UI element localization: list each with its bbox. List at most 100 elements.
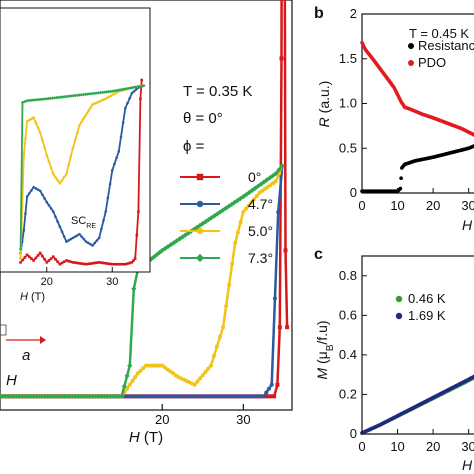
data-point-inset-7-3 <box>29 98 33 102</box>
data-point-inset-7-3 <box>79 93 84 97</box>
data-point-a-5-0 <box>200 373 205 378</box>
data-point-inset-4-7 <box>49 207 53 210</box>
data-point-a-0 <box>263 394 268 399</box>
data-point-inset-5-0 <box>62 175 66 179</box>
data-point-inset-7-3 <box>85 92 89 96</box>
data-point-a-4-7 <box>255 394 260 399</box>
inset-sc-label-text: SC <box>71 215 86 227</box>
data-point-inset-4-7 <box>45 200 49 204</box>
data-point-a-0 <box>272 394 277 399</box>
data-point-inset-4-7 <box>47 204 51 207</box>
temperature-annotation: T = 0.35 K <box>183 83 252 100</box>
inset-sc-label: SCRE <box>71 215 96 230</box>
data-point-a-7-3 <box>50 393 56 399</box>
data-point-a-0 <box>279 56 284 61</box>
data-point-a-4-7 <box>241 394 246 399</box>
data-point-a-5-0 <box>246 203 251 208</box>
data-point-a-5-0 <box>192 382 197 387</box>
data-point-inset-0 <box>109 262 112 266</box>
data-point-inset-7-3 <box>93 91 97 95</box>
data-point-inset-5-0 <box>24 136 27 140</box>
data-point-inset-0 <box>45 261 49 264</box>
data-point-a-7-3 <box>5 393 11 399</box>
legend-marker-4-7 <box>196 200 204 208</box>
data-point-a-4-7 <box>216 394 221 399</box>
panel-b-ytick-label: 1.0 <box>339 96 357 111</box>
data-point-inset-4-7 <box>24 212 27 215</box>
data-point-a-7-3 <box>87 393 93 399</box>
panel-a-xlabel: H (T) <box>129 429 163 446</box>
data-point-a-4-7 <box>252 394 257 399</box>
data-point-inset-4-7 <box>121 121 125 124</box>
data-point-inset-0 <box>25 253 29 257</box>
data-point-a-5-0 <box>211 354 216 358</box>
panel-b-xtick-label: 20 <box>426 198 440 213</box>
data-point-inset-0 <box>94 261 97 265</box>
data-point-a-4-7 <box>218 394 223 399</box>
data-point-a-4-7 <box>207 394 212 399</box>
data-point-inset-5-0 <box>56 178 59 182</box>
data-point-inset-0 <box>95 261 99 264</box>
data-point-a-4-7 <box>140 394 145 399</box>
legend-marker-7-3 <box>195 253 205 263</box>
data-point-inset-0 <box>62 260 66 264</box>
data-point-inset-0 <box>128 261 132 265</box>
panel-c-ytick-label: 0.4 <box>339 347 357 362</box>
data-point-a-0 <box>266 394 271 399</box>
data-point-inset-7-3 <box>50 96 55 100</box>
data-point-inset-0 <box>101 261 105 265</box>
data-point-a-4-7 <box>154 394 159 399</box>
data-point-inset-7-3 <box>81 92 86 97</box>
data-point-inset-0 <box>67 259 70 263</box>
data-point-inset-4-7 <box>78 232 81 236</box>
data-point-a-7-3 <box>8 393 14 399</box>
data-point-inset-7-3 <box>75 93 80 97</box>
data-point-inset-0 <box>133 257 137 260</box>
panel-a-xlabel-unit: (T) <box>140 429 163 446</box>
data-point-inset-4-7 <box>34 187 38 190</box>
data-point-inset-5-0 <box>49 166 53 170</box>
panel-a-inset: 20 30 H (T) SCRE <box>0 7 151 303</box>
data-point-a-7-3 <box>95 393 102 399</box>
data-point-a-4-7 <box>174 394 179 399</box>
data-point-inset-4-7 <box>27 192 31 195</box>
data-point-a-7-3 <box>90 393 96 399</box>
a-axis-label: a <box>22 347 30 364</box>
panel-c-plot <box>360 374 474 435</box>
data-point-a-4-7 <box>238 394 243 399</box>
data-point-inset-4-7 <box>95 239 99 242</box>
panel-b-xtick-label: 0 <box>358 198 365 213</box>
data-point-inset-0 <box>107 262 110 266</box>
data-point-inset-0 <box>41 254 44 258</box>
data-point-a-7-3 <box>28 393 34 399</box>
data-point-a-7-3 <box>67 393 73 399</box>
data-point-a-0 <box>277 325 282 330</box>
data-point-inset-5-0 <box>47 160 51 163</box>
data-point-inset-4-7 <box>36 188 40 191</box>
panel-a-ticks: 20 30 <box>155 404 251 427</box>
legend-label: 5.0° <box>248 223 273 239</box>
panel-b-ticks: 00.51.01.520 10 20 30 <box>339 6 474 213</box>
data-point-inset-0 <box>88 262 92 266</box>
panel-b-legend-label: Resistance <box>418 38 474 53</box>
data-point-inset-7-3 <box>68 94 72 98</box>
panel-b-ytick-label: 0 <box>350 185 357 200</box>
data-point-a-7-3 <box>61 393 67 399</box>
data-point-inset-4-7 <box>84 240 88 243</box>
data-point-inset-5-0 <box>19 257 22 260</box>
data-point-a-5-0 <box>233 240 238 245</box>
data-point-a-7-3 <box>131 286 137 292</box>
data-point-inset-7-3 <box>95 91 99 95</box>
data-point-inset-7-3 <box>52 96 57 100</box>
data-point-a-4-7 <box>123 394 128 399</box>
panel-a-xtick-label: 20 <box>155 412 169 427</box>
data-point-a-4-7 <box>160 394 165 399</box>
legend-marker-b-Resistance <box>408 43 414 49</box>
panel-b-xtick-label: 10 <box>390 198 404 213</box>
data-point-a-5-0 <box>241 210 246 214</box>
data-point-inset-7-3 <box>73 93 78 98</box>
panel-b-ylabel: R (a.u.) <box>316 81 332 128</box>
data-point-a-5-0 <box>133 375 138 380</box>
data-point-inset-4-7 <box>104 210 107 213</box>
